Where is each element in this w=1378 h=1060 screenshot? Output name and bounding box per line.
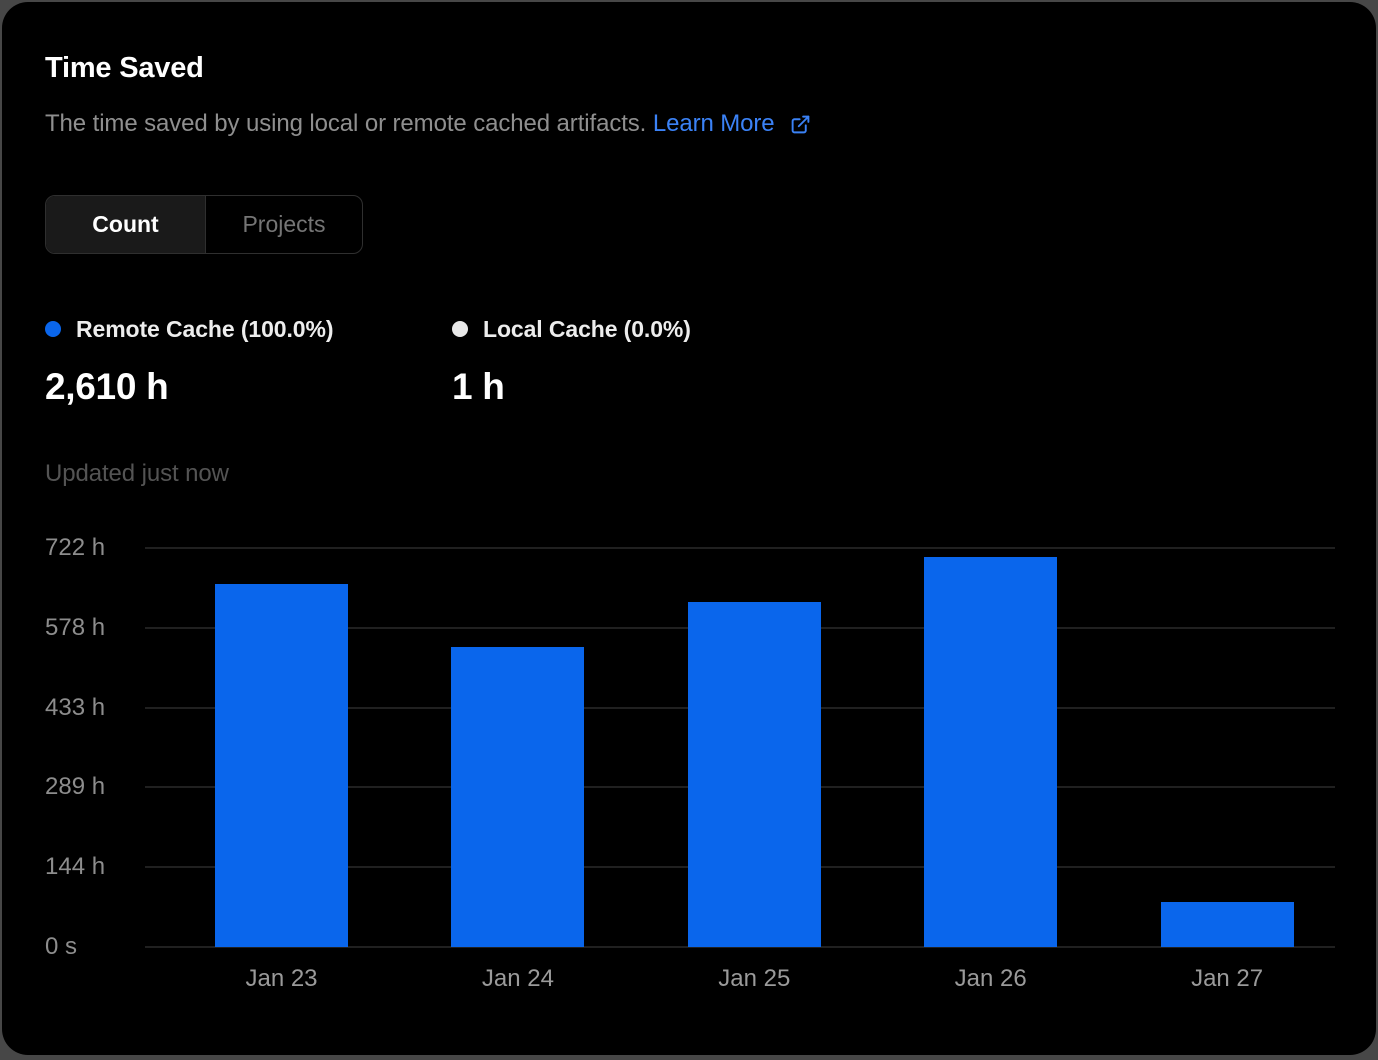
- y-axis-tick-label: 144 h: [45, 853, 106, 881]
- y-axis-tick-label: 0 s: [45, 933, 78, 960]
- x-axis-tick-label: Jan 26: [954, 965, 1027, 992]
- x-axis-tick-label: Jan 27: [1191, 965, 1264, 992]
- gridline: [145, 547, 1335, 549]
- legend-remote-cache: Remote Cache (100.0%): [45, 314, 334, 344]
- remote-cache-dot: [45, 321, 61, 337]
- description-text: The time saved by using local or remote …: [45, 110, 647, 137]
- bar-jan-24[interactable]: [451, 646, 585, 947]
- external-link-icon[interactable]: [790, 114, 811, 135]
- updated-status: Updated just now: [45, 460, 229, 487]
- x-axis-tick-label: Jan 24: [481, 965, 554, 992]
- y-axis-tick-label: 578 h: [45, 613, 106, 641]
- bar-jan-23[interactable]: [215, 583, 348, 947]
- local-cache-label: Local Cache (0.0%): [483, 315, 691, 342]
- local-cache-value: 1 h: [452, 366, 505, 407]
- y-axis-tick-label: 722 h: [45, 534, 106, 561]
- legend-local-cache: Local Cache (0.0%): [452, 314, 691, 344]
- bar-jan-26[interactable]: [924, 556, 1058, 947]
- tab-projects[interactable]: Projects: [206, 196, 362, 253]
- gridline: [145, 946, 1335, 948]
- learn-more-link[interactable]: Learn More: [653, 110, 811, 138]
- y-axis-tick-label: 289 h: [45, 773, 106, 801]
- local-cache-dot: [452, 321, 468, 337]
- x-axis-tick-label: Jan 25: [718, 965, 791, 992]
- y-axis-tick-label: 433 h: [45, 693, 106, 721]
- learn-more-label: Learn More: [652, 110, 775, 137]
- bar-jan-25[interactable]: [687, 602, 821, 947]
- page-title: Time Saved: [45, 52, 204, 84]
- bar-jan-27[interactable]: [1160, 902, 1294, 947]
- remote-cache-label: Remote Cache (100.0%): [76, 315, 334, 342]
- card-description: The time saved by using local or remote …: [45, 110, 811, 138]
- remote-cache-value: 2,610 h: [45, 366, 169, 407]
- x-axis-tick-label: Jan 23: [245, 965, 318, 992]
- view-mode-toggle: Count Projects: [45, 195, 363, 254]
- tab-count[interactable]: Count: [46, 196, 206, 253]
